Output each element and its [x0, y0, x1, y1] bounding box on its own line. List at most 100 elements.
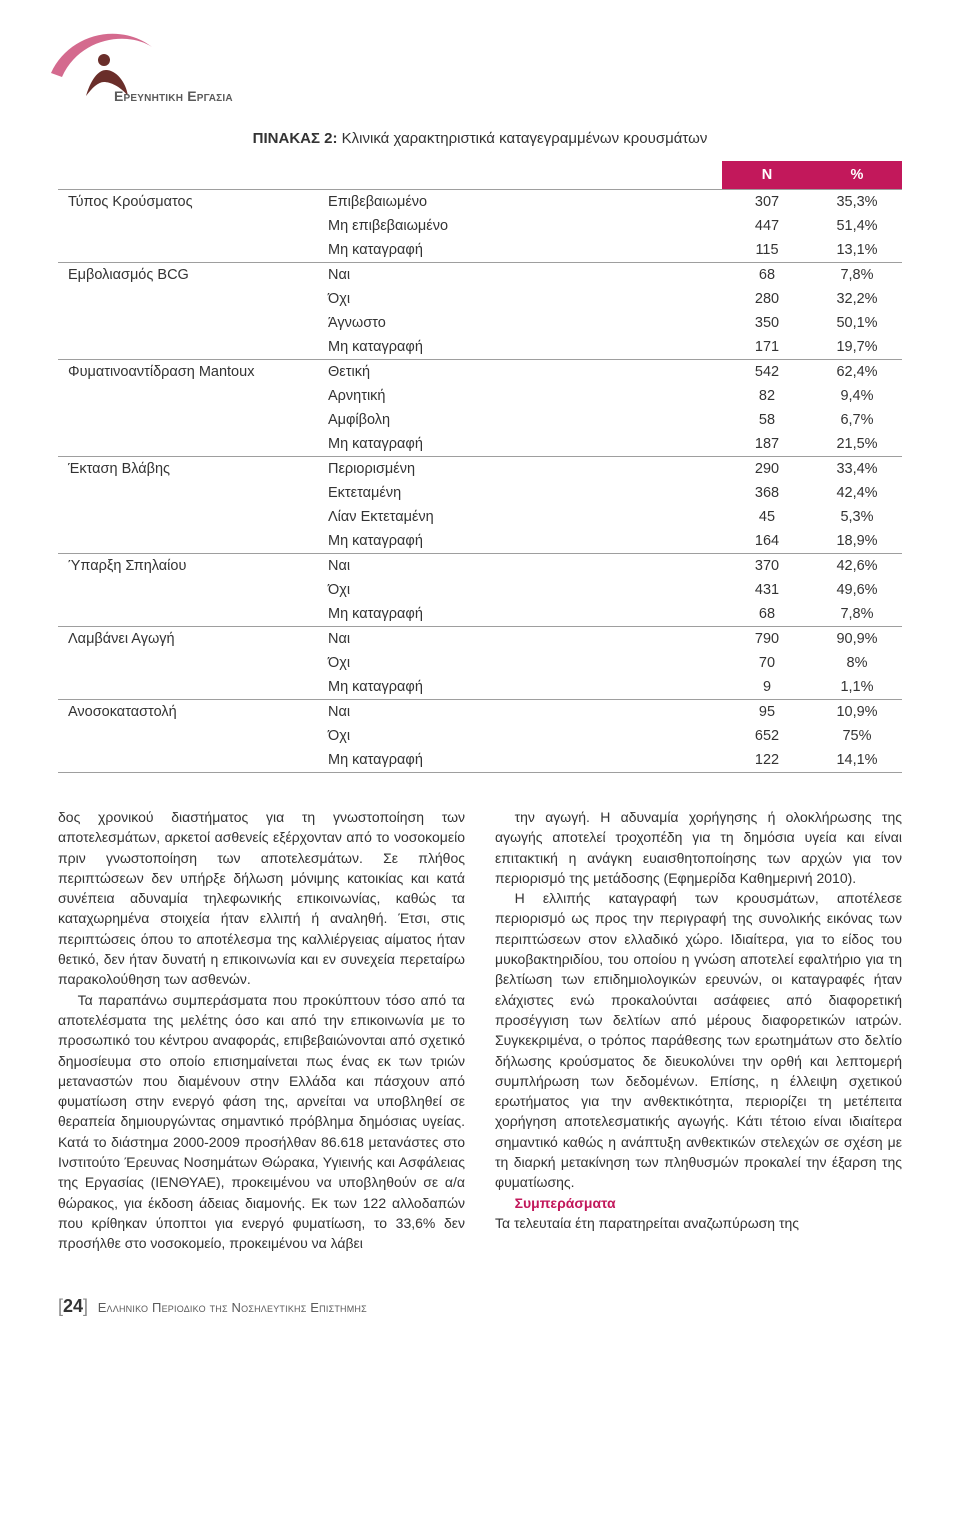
table-cell-p: 32,2% [812, 287, 902, 311]
table-cell-category [58, 505, 318, 529]
table-cell-n: 70 [722, 651, 812, 675]
table-cell-category [58, 675, 318, 700]
clinical-table: Ν % Τύπος ΚρούσματοςΕπιβεβαιωμένο30735,3… [58, 161, 902, 773]
table-row: Όχι65275% [58, 724, 902, 748]
table-row: Μη καταγραφή16418,9% [58, 529, 902, 554]
table-cell-n: 187 [722, 432, 812, 457]
table-cell-p: 7,8% [812, 602, 902, 627]
table-row: Μη καταγραφή687,8% [58, 602, 902, 627]
table-cell-n: 115 [722, 238, 812, 263]
table-header-n: Ν [722, 161, 812, 190]
table-cell-sub: Θετική [318, 360, 722, 385]
table-cell-p: 21,5% [812, 432, 902, 457]
table-row: Αρνητική829,4% [58, 384, 902, 408]
table-cell-sub: Μη επιβεβαιωμένο [318, 214, 722, 238]
table-row: Όχι708% [58, 651, 902, 675]
section-tag: Ερευνητικη Εργασια [114, 88, 233, 104]
table-cell-n: 95 [722, 700, 812, 725]
body-paragraph: Τα τελευταία έτη παρατηρείται αναζωπύρωσ… [495, 1213, 902, 1233]
table-cell-p: 1,1% [812, 675, 902, 700]
table-header-spacer [318, 161, 722, 190]
table-cell-p: 62,4% [812, 360, 902, 385]
table-cell-category [58, 651, 318, 675]
body-text: δος χρονικού διαστήματος για τη γνωστοπο… [58, 807, 902, 1254]
table-cell-p: 90,9% [812, 627, 902, 652]
table-cell-p: 18,9% [812, 529, 902, 554]
table-cell-n: 290 [722, 457, 812, 482]
table-cell-category [58, 748, 318, 773]
table-row: Όχι43149,6% [58, 578, 902, 602]
table-cell-n: 790 [722, 627, 812, 652]
table-cell-p: 14,1% [812, 748, 902, 773]
table-cell-category [58, 408, 318, 432]
table-cell-n: 307 [722, 190, 812, 215]
table-cell-p: 8% [812, 651, 902, 675]
table-row: Φυματινοαντίδραση MantouxΘετική54262,4% [58, 360, 902, 385]
body-paragraph: την αγωγή. Η αδυναμία χορήγησης ή ολοκλή… [495, 807, 902, 888]
table-cell-p: 49,6% [812, 578, 902, 602]
table-cell-sub: Ναι [318, 263, 722, 288]
table-cell-p: 33,4% [812, 457, 902, 482]
table-cell-n: 350 [722, 311, 812, 335]
table-cell-category [58, 724, 318, 748]
table-cell-sub: Ναι [318, 627, 722, 652]
table-cell-sub: Εκτεταμένη [318, 481, 722, 505]
table-cell-n: 280 [722, 287, 812, 311]
table-row: Τύπος ΚρούσματοςΕπιβεβαιωμένο30735,3% [58, 190, 902, 215]
table-cell-n: 652 [722, 724, 812, 748]
table-row: Λαμβάνει ΑγωγήΝαι79090,9% [58, 627, 902, 652]
table-row: Λίαν Εκτεταμένη455,3% [58, 505, 902, 529]
table-cell-sub: Επιβεβαιωμένο [318, 190, 722, 215]
table-cell-p: 75% [812, 724, 902, 748]
table-row: ΑνοσοκαταστολήΝαι9510,9% [58, 700, 902, 725]
table-cell-category [58, 311, 318, 335]
table-cell-n: 370 [722, 554, 812, 579]
table-cell-p: 42,6% [812, 554, 902, 579]
table-cell-category [58, 384, 318, 408]
page: Ερευνητικη Εργασια ΠΙΝΑΚΑΣ 2: Κλινικά χα… [0, 0, 960, 1347]
table-cell-n: 542 [722, 360, 812, 385]
table-cell-sub: Μη καταγραφή [318, 602, 722, 627]
table-cell-sub: Ναι [318, 700, 722, 725]
table-cell-sub: Άγνωστο [318, 311, 722, 335]
table-cell-n: 58 [722, 408, 812, 432]
table-cell-category: Λαμβάνει Αγωγή [58, 627, 318, 652]
table-cell-sub: Μη καταγραφή [318, 335, 722, 360]
body-paragraph: Η ελλιπής καταγραφή των κρουσμάτων, αποτ… [495, 888, 902, 1192]
table-cell-sub: Ναι [318, 554, 722, 579]
table-cell-sub: Μη καταγραφή [318, 529, 722, 554]
table-cell-n: 68 [722, 602, 812, 627]
table-cell-category [58, 432, 318, 457]
page-footer: 24 Ελληνικο Περιοδικο της Νοσηλευτικης Ε… [58, 1296, 902, 1317]
table-row: Μη καταγραφή17119,7% [58, 335, 902, 360]
table-title-bold: ΠΙΝΑΚΑΣ 2: [253, 130, 338, 147]
table-row: Μη επιβεβαιωμένο44751,4% [58, 214, 902, 238]
table-row: Μη καταγραφή91,1% [58, 675, 902, 700]
table-cell-p: 19,7% [812, 335, 902, 360]
table-cell-p: 51,4% [812, 214, 902, 238]
table-row: Εμβολιασμός BCGΝαι687,8% [58, 263, 902, 288]
table-row: Μη καταγραφή11513,1% [58, 238, 902, 263]
table-cell-sub: Όχι [318, 578, 722, 602]
table-cell-sub: Όχι [318, 651, 722, 675]
body-paragraph: δος χρονικού διαστήματος για τη γνωστοπο… [58, 807, 465, 990]
table-row: Έκταση ΒλάβηςΠεριορισμένη29033,4% [58, 457, 902, 482]
table-cell-category: Ύπαρξη Σπηλαίου [58, 554, 318, 579]
table-cell-p: 6,7% [812, 408, 902, 432]
table-title-rest: Κλινικά χαρακτηριστικά καταγεγραμμένων κ… [338, 130, 708, 147]
table-cell-category [58, 238, 318, 263]
table-cell-category [58, 335, 318, 360]
table-header-spacer [58, 161, 318, 190]
table-cell-p: 50,1% [812, 311, 902, 335]
table-header-p: % [812, 161, 902, 190]
table-cell-category: Τύπος Κρούσματος [58, 190, 318, 215]
table-cell-p: 42,4% [812, 481, 902, 505]
table-cell-category [58, 602, 318, 627]
table-row: Μη καταγραφή18721,5% [58, 432, 902, 457]
table-cell-sub: Μη καταγραφή [318, 238, 722, 263]
page-number: 24 [58, 1296, 88, 1317]
table-row: Εκτεταμένη36842,4% [58, 481, 902, 505]
table-cell-p: 13,1% [812, 238, 902, 263]
table-row: Όχι28032,2% [58, 287, 902, 311]
table-cell-n: 431 [722, 578, 812, 602]
